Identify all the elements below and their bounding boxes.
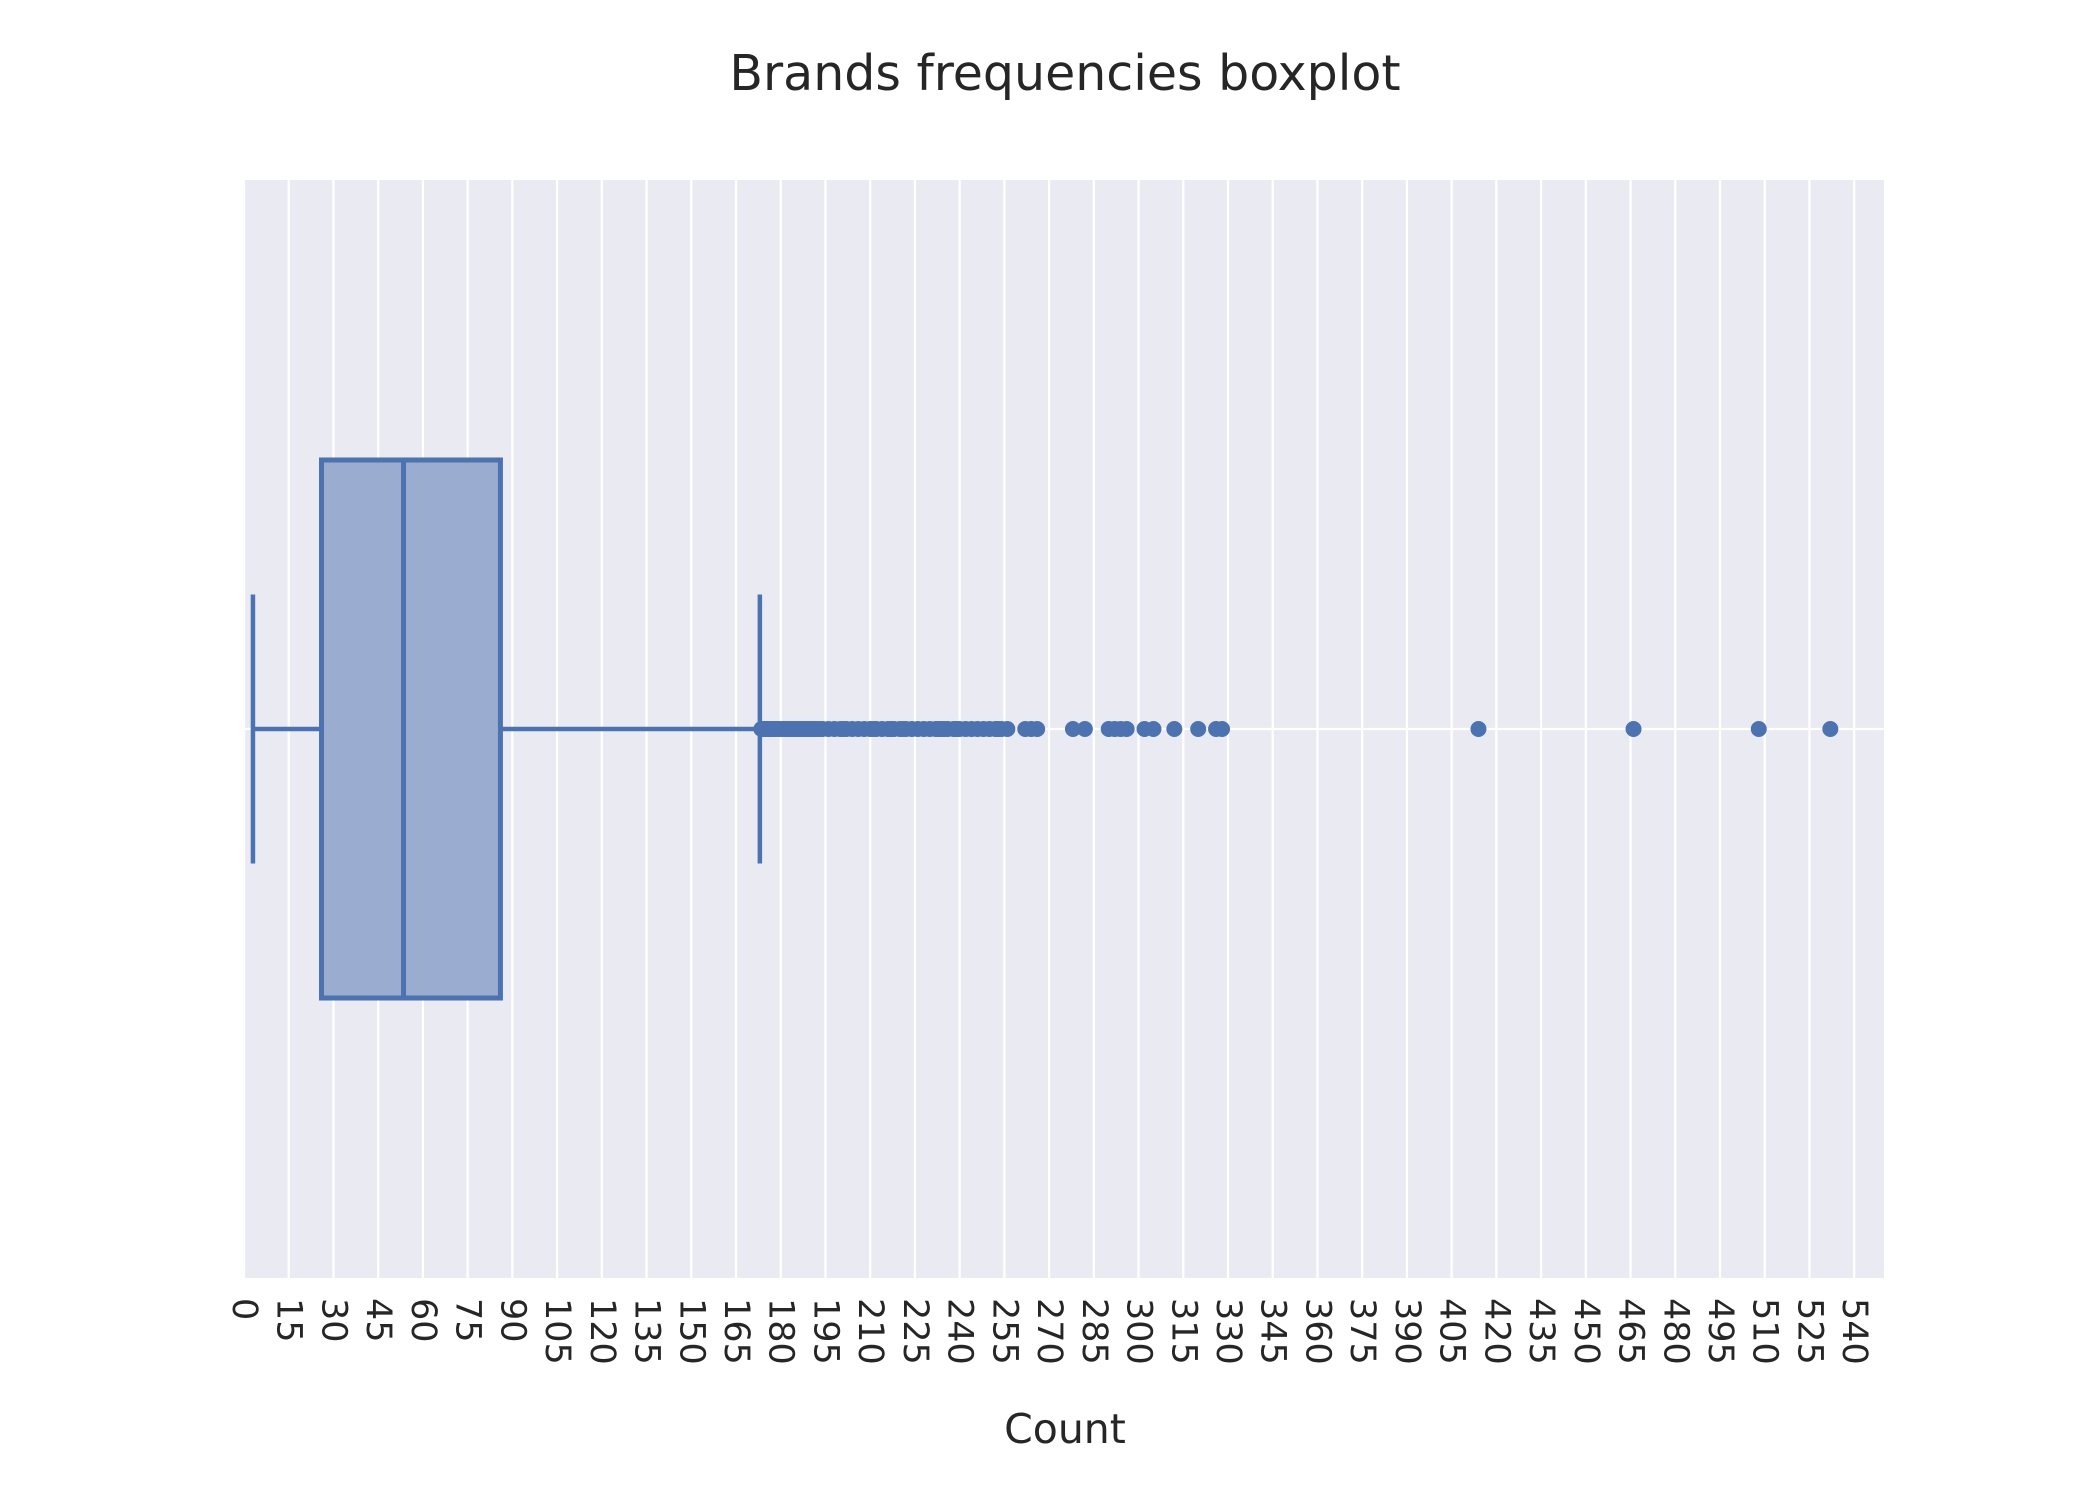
outlier-point: [1145, 721, 1162, 737]
outlier-points: [753, 721, 1839, 737]
x-tick-label: 180: [761, 1298, 801, 1365]
x-tick-label: 240: [940, 1298, 980, 1365]
outlier-point: [1190, 721, 1207, 737]
x-tick-label: 480: [1655, 1298, 1695, 1365]
outlier-point: [1076, 721, 1093, 737]
box-group: [250, 457, 763, 1001]
x-tick-label: 285: [1074, 1298, 1114, 1365]
x-tick-label: 135: [627, 1298, 667, 1365]
x-tick-label: 120: [582, 1298, 622, 1365]
x-tick-label: 375: [1342, 1298, 1382, 1365]
x-tick-label: 390: [1387, 1298, 1427, 1365]
outlier-point: [1750, 721, 1767, 737]
x-tick-label: 45: [358, 1298, 398, 1343]
outlier-point: [999, 721, 1016, 737]
x-tick-label: 405: [1432, 1298, 1472, 1365]
x-tick-label: 210: [850, 1298, 890, 1365]
x-tick-label: 450: [1566, 1298, 1606, 1365]
chart-title: Brands frequencies boxplot: [729, 45, 1400, 102]
x-tick-label: 330: [1208, 1298, 1248, 1365]
x-tick-label: 525: [1789, 1298, 1829, 1365]
x-tick-label: 60: [403, 1298, 443, 1343]
x-tick-label: 510: [1745, 1298, 1785, 1365]
x-tick-label: 150: [671, 1298, 711, 1365]
outlier-point: [1214, 721, 1231, 737]
x-axis-label: Count: [1004, 1405, 1126, 1453]
iqr-box: [319, 457, 503, 1001]
x-tick-label: 225: [895, 1298, 935, 1365]
x-tick-label: 15: [269, 1298, 309, 1343]
outlier-point: [1064, 721, 1081, 737]
x-tick-label: 360: [1297, 1298, 1337, 1365]
outlier-point: [1625, 721, 1642, 737]
outlier-point: [1822, 721, 1839, 737]
x-tick-label: 270: [1029, 1298, 1069, 1365]
x-tick-label: 420: [1476, 1298, 1516, 1365]
x-tick-label: 165: [716, 1298, 756, 1365]
x-tick-label: 465: [1611, 1298, 1651, 1365]
x-tick-label: 195: [805, 1298, 845, 1365]
x-tick-label: 90: [492, 1298, 532, 1343]
x-tick-label: 540: [1834, 1298, 1874, 1365]
x-tick-label: 30: [313, 1298, 353, 1343]
x-tick-label: 495: [1700, 1298, 1740, 1365]
x-tick-label: 345: [1253, 1298, 1293, 1365]
x-tick-label: 0: [224, 1298, 264, 1320]
outlier-point: [1470, 721, 1487, 737]
x-tick-label: 105: [537, 1298, 577, 1365]
x-tick-label: 75: [448, 1298, 488, 1343]
outlier-point: [1029, 721, 1046, 737]
x-tick-label: 300: [1119, 1298, 1159, 1365]
outlier-point: [1118, 721, 1135, 737]
x-tick-labels: 0 15 30 45 60 75 90 105 120 135 150 165 180 195 210 225…: [224, 1298, 1874, 1365]
x-tick-label: 435: [1521, 1298, 1561, 1365]
x-tick-label: 255: [984, 1298, 1024, 1365]
x-tick-label: 315: [1163, 1298, 1203, 1365]
outlier-point: [1166, 721, 1183, 737]
